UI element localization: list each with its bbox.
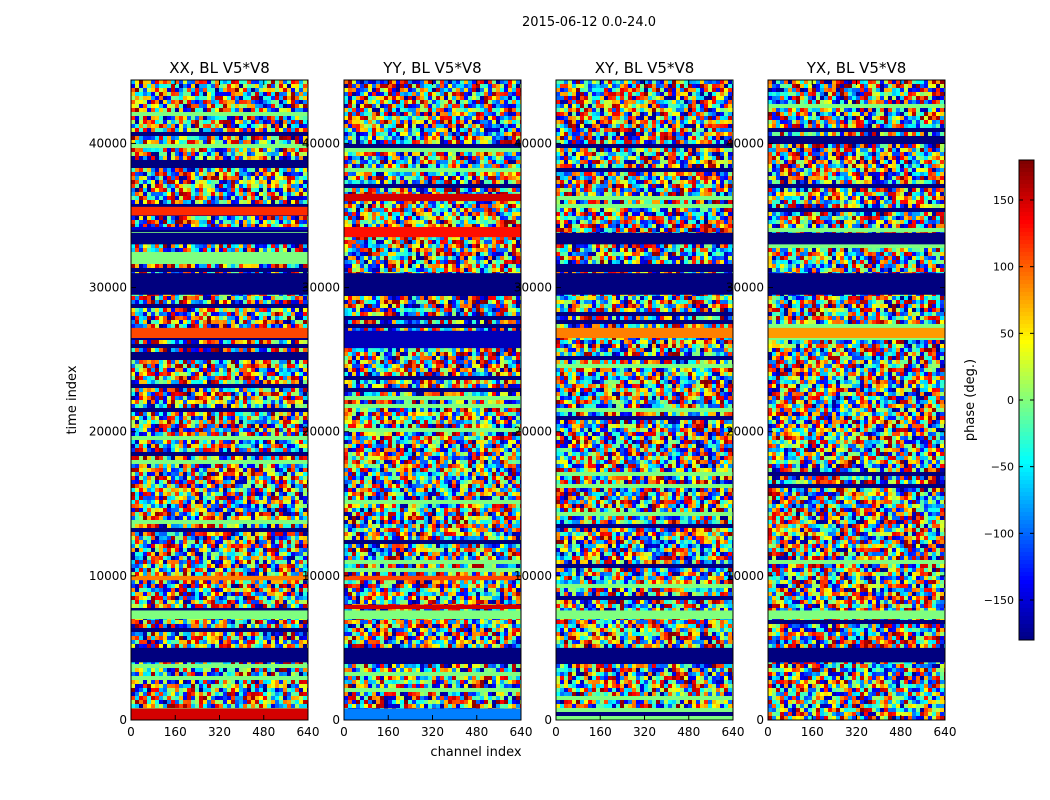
y-tick-label: 0 [544, 713, 552, 727]
colorbar-tick-label: 50 [1000, 327, 1014, 340]
x-tick-label: 0 [552, 725, 560, 739]
panels: XX, BL V5*V8 0 160 320 480 640 0 10000 20000 3000… [89, 59, 957, 739]
y-tick-label: 10000 [89, 569, 127, 583]
phase-band [768, 232, 945, 245]
x-tick-label: 320 [845, 725, 868, 739]
heatmap-cells [344, 80, 521, 720]
y-tick-label: 20000 [302, 425, 340, 439]
colorbar-label: phase (deg.) [963, 359, 978, 441]
phase-band [131, 206, 308, 216]
colorbar-tick-label: 150 [993, 194, 1014, 207]
phase-band [344, 575, 521, 581]
heatmap-cells [768, 80, 945, 720]
phase-band [768, 610, 945, 620]
panel-title: YX, BL V5*V8 [806, 59, 907, 77]
y-tick-label: 30000 [302, 281, 340, 295]
x-tick-label: 160 [164, 725, 187, 739]
phase-band [344, 610, 521, 620]
phase-band [131, 232, 308, 245]
colorbar-tick-label: 0 [1007, 394, 1014, 407]
y-tick-label: 40000 [302, 136, 340, 150]
y-tick-label: 20000 [514, 425, 552, 439]
y-tick-label: 40000 [89, 136, 127, 150]
y-tick-label: 10000 [302, 569, 340, 583]
colorbar-tick-label: −100 [984, 527, 1014, 540]
phase-band [344, 604, 521, 610]
x-tick-label: 640 [510, 725, 533, 739]
phase-band [768, 327, 945, 339]
heatmap-panel: YX, BL V5*V8 0 160 320 480 640 0 10000 20000 3000… [726, 59, 957, 739]
x-tick-label: 160 [589, 725, 612, 739]
phase-band [556, 610, 733, 620]
phase-band [556, 327, 733, 339]
heatmap-cells [556, 80, 733, 720]
panel-title: XX, BL V5*V8 [169, 59, 270, 77]
y-tick-label: 0 [119, 713, 127, 727]
x-tick-label: 0 [764, 725, 772, 739]
y-tick-label: 30000 [514, 281, 552, 295]
x-tick-label: 480 [465, 725, 488, 739]
phase-band [131, 708, 308, 720]
phase-band [768, 273, 945, 295]
x-tick-label: 640 [934, 725, 957, 739]
phase-band [344, 330, 521, 349]
y-tick-label: 30000 [89, 281, 127, 295]
y-tick-label: 10000 [726, 569, 764, 583]
panel-title: XY, BL V5*V8 [595, 59, 695, 77]
colorbar-tick-label: 100 [993, 261, 1014, 274]
phase-band [556, 647, 733, 663]
x-tick-label: 0 [127, 725, 135, 739]
phase-band [344, 273, 521, 295]
x-tick-label: 0 [340, 725, 348, 739]
y-axis-label: time index [65, 365, 80, 434]
phase-band [556, 273, 733, 295]
x-tick-label: 640 [722, 725, 745, 739]
phase-band [344, 647, 521, 663]
phase-band [344, 193, 521, 202]
x-tick-label: 480 [889, 725, 912, 739]
heatmap-cells [131, 80, 308, 720]
y-tick-label: 0 [756, 713, 764, 727]
phase-band [768, 647, 945, 663]
y-tick-label: 10000 [514, 569, 552, 583]
x-tick-label: 640 [297, 725, 320, 739]
x-tick-label: 320 [208, 725, 231, 739]
colorbar: 150 100 50 0 −50 −100 −150 [984, 159, 1035, 641]
phase-band [131, 227, 308, 230]
phase-band [344, 708, 521, 720]
x-tick-label: 160 [801, 725, 824, 739]
heatmap-panel: XX, BL V5*V8 0 160 320 480 640 0 10000 20000 3000… [89, 59, 320, 739]
phase-band [131, 273, 308, 295]
heatmap-panel: XY, BL V5*V8 0 160 320 480 640 0 10000 20000 3000… [514, 59, 745, 739]
colorbar-tick-label: −150 [984, 594, 1014, 607]
colorbar-tick-label: −50 [991, 461, 1014, 474]
x-tick-label: 480 [252, 725, 275, 739]
y-tick-label: 40000 [514, 136, 552, 150]
y-tick-label: 20000 [89, 425, 127, 439]
phase-band [131, 327, 308, 339]
x-tick-label: 320 [633, 725, 656, 739]
x-axis-label: channel index [430, 745, 521, 760]
x-tick-label: 320 [421, 725, 444, 739]
x-tick-label: 160 [377, 725, 400, 739]
phase-band [344, 227, 521, 238]
panel-title: YY, BL V5*V8 [382, 59, 481, 77]
figure-suptitle: 2015-06-12 0.0-24.0 [522, 15, 656, 30]
y-tick-label: 20000 [726, 425, 764, 439]
y-tick-label: 40000 [726, 136, 764, 150]
phase-band [556, 232, 733, 245]
y-tick-label: 0 [332, 713, 340, 727]
phase-band [131, 610, 308, 620]
heatmap-panel: YY, BL V5*V8 0 160 320 480 640 0 10000 20000 3000… [302, 59, 533, 739]
phase-band [131, 575, 308, 581]
y-tick-label: 30000 [726, 281, 764, 295]
phase-band [131, 647, 308, 663]
x-tick-label: 480 [677, 725, 700, 739]
